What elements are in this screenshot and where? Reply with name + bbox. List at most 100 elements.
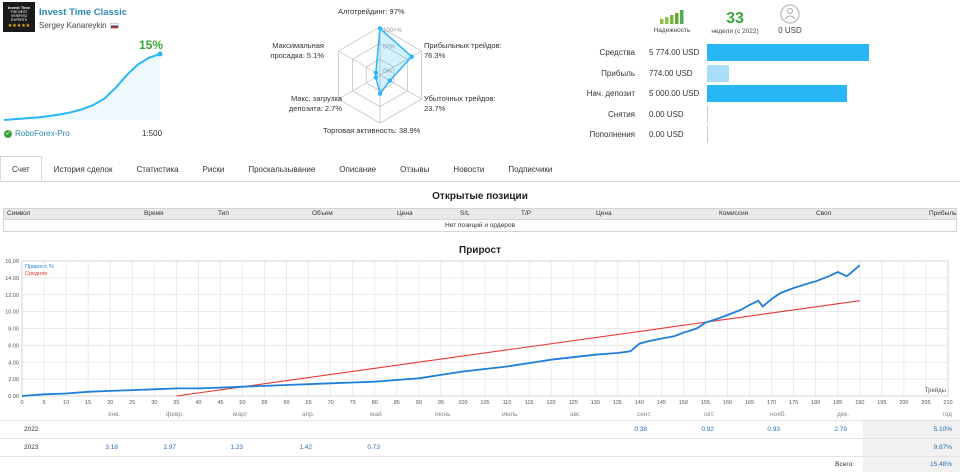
stat-label: Пополнения [589, 130, 635, 139]
signal-title[interactable]: Invest Time Classic [39, 7, 128, 18]
x-tick-label: 60 [284, 400, 290, 406]
x-tick-label: 10 [63, 400, 69, 406]
tab-6[interactable]: Описание [339, 165, 377, 174]
yearly-row: 2023 3.18 2.97 1.23 1.42 0.73 9.87% [0, 439, 960, 457]
radar-point [377, 91, 383, 96]
x-tick-label: 190 [855, 400, 864, 406]
positions-column-header[interactable]: S/L [460, 210, 470, 217]
x-tick-label: 25 [129, 400, 135, 406]
month-value[interactable]: 3.18 [105, 444, 118, 451]
growth-mini-chart [3, 51, 163, 121]
tab-2[interactable]: История сделок [53, 165, 113, 174]
positions-column-header[interactable]: Объем [312, 210, 333, 217]
month-value[interactable]: 2.79 [834, 426, 847, 433]
month-value[interactable]: 0.73 [367, 444, 380, 451]
stat-value: 0.00 USD [649, 109, 684, 119]
month-header: авг. [570, 411, 581, 418]
x-tick-label: 135 [613, 400, 622, 406]
year-total-cell [863, 421, 960, 438]
positions-column-header[interactable]: Цена [596, 210, 612, 217]
x-tick-label: 180 [811, 400, 820, 406]
subscribers-icon [780, 4, 800, 24]
month-header: окт. [704, 411, 715, 418]
broker[interactable]: ✓ RoboForex-Pro [4, 129, 70, 138]
signal-logo[interactable]: Invest Time THE BEST VERIFIED EXPERTS ★★… [3, 2, 35, 32]
reliability-bars-icon [660, 10, 684, 24]
tab-5[interactable]: Проскальзывание [248, 165, 316, 174]
tab-7[interactable]: Отзывы [400, 165, 430, 174]
tab-3[interactable]: Статистика [136, 165, 179, 174]
radar-point [373, 75, 379, 80]
country-flag-icon [109, 22, 119, 29]
x-tick-label: 170 [767, 400, 776, 406]
mini-chart-line [3, 53, 161, 121]
stat-value: 5 000.00 USD [649, 89, 700, 98]
month-header: май [370, 411, 382, 418]
grand-total-value: 15.48% [929, 461, 952, 468]
radar-axis [379, 50, 422, 76]
tab-8[interactable]: Новости [453, 165, 485, 174]
tab-1[interactable]: Счет [0, 156, 42, 181]
month-header: сент. [637, 411, 652, 418]
x-tick-label: 45 [217, 400, 223, 406]
x-tick-label: 50 [239, 400, 245, 406]
positions-column-header[interactable]: T/P [521, 210, 532, 217]
positions-table-header: Символ Время Тип Объем Цена S/L T/P Цена Комисси… [3, 208, 957, 220]
x-tick-label: 185 [833, 400, 842, 406]
tab-9[interactable]: Подписчики [508, 165, 553, 174]
author-name: Sergey Kanareykin [39, 21, 107, 30]
month-header: июль [502, 411, 518, 418]
reliability-badge[interactable]: Надежность [650, 10, 694, 34]
x-tick-label: 105 [480, 400, 489, 406]
y-tick-label: 10.00 [5, 310, 19, 316]
month-value[interactable]: 0.92 [701, 426, 714, 433]
subscribers-badge[interactable]: 0 USD [770, 4, 810, 35]
y-tick-label: 14.00 [5, 276, 19, 282]
tab-4[interactable]: Риски [202, 165, 225, 174]
stat-bar [707, 64, 729, 82]
positions-column-header[interactable]: Цена [397, 210, 413, 217]
x-tick-label: 95 [438, 400, 444, 406]
month-value[interactable]: 1.42 [299, 444, 312, 451]
y-tick-label: 16.00 [5, 259, 19, 265]
month-value[interactable]: 0.93 [767, 426, 780, 433]
positions-column-header[interactable]: Тип [218, 210, 229, 217]
signal-author[interactable]: Sergey Kanareykin [39, 21, 119, 30]
mini-chart-area [4, 54, 160, 120]
year-label: 2022 [24, 426, 39, 433]
x-axis-label: Трейды [925, 387, 946, 394]
x-tick-label: 0 [20, 400, 23, 406]
x-tick-label: 5 [43, 400, 46, 406]
stat-value: 774.00 USD [649, 68, 693, 78]
x-tick-label: 130 [591, 400, 600, 406]
stat-label: Прибыль [601, 68, 635, 78]
radar-chart: 100+% 50% 0% [338, 26, 422, 124]
y-tick-label: 12.00 [5, 293, 19, 299]
month-value[interactable]: 2.97 [163, 444, 176, 451]
positions-column-header[interactable]: Своп [816, 210, 832, 217]
positions-column-header[interactable]: Прибыль [929, 210, 957, 217]
radar-ring-label: 50% [383, 44, 396, 50]
radar-label-deposit-load: Макс. загрузка депозита: 2.7% [288, 94, 342, 113]
series-line [21, 264, 861, 397]
x-tick-label: 65 [306, 400, 312, 406]
positions-title: Открытые позиции [432, 191, 528, 202]
positions-column-header[interactable]: Символ [7, 210, 31, 217]
month-header: июнь [435, 411, 451, 418]
month-value[interactable]: 0.38 [634, 426, 647, 433]
radar-ring-label: 0% [383, 69, 392, 75]
radar-point [373, 70, 379, 75]
radar-axis [379, 74, 422, 100]
stat-value: 5 774.00 USD [649, 48, 700, 57]
positions-column-header[interactable]: Время [144, 210, 164, 217]
logo-text: Invest Time [8, 5, 30, 10]
stat-bar [707, 85, 848, 102]
y-tick-label: 2.00 [8, 377, 19, 383]
x-tick-label: 110 [503, 400, 512, 406]
positions-column-header[interactable]: Комиссия [719, 210, 749, 217]
month-value[interactable]: 1.23 [230, 444, 243, 451]
x-tick-label: 40 [195, 400, 201, 406]
radar-label-activity: Торговая активность: 38.9% [323, 126, 421, 135]
month-header: февр. [166, 411, 184, 418]
month-header: март [233, 411, 248, 418]
